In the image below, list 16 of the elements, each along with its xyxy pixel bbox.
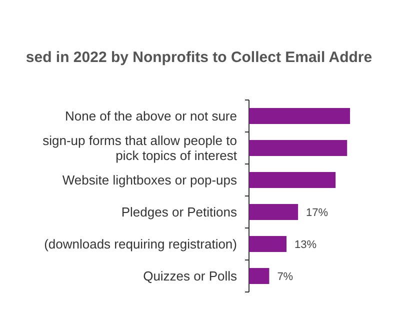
bar xyxy=(249,172,336,188)
y-tick-label: None of the above or not sure xyxy=(64,108,237,124)
y-tick-label: sign-up forms that allow people to pick topics of interest xyxy=(42,133,238,164)
chart-title: sed in 2022 by Nonprofits to Collect Email Addre xyxy=(26,49,372,66)
y-tick-label: Pledges or Petitions xyxy=(121,204,238,220)
bar xyxy=(249,236,287,252)
data-label: 17% xyxy=(306,206,328,219)
data-label: 13% xyxy=(294,238,317,251)
bar xyxy=(249,140,348,156)
y-tick-label: (downloads requiring registration) xyxy=(44,236,237,252)
bar xyxy=(249,204,298,220)
y-tick-label: Quizzes or Polls xyxy=(143,268,238,284)
bar xyxy=(249,108,350,124)
bar xyxy=(249,268,270,284)
y-tick-label: Website lightboxes or pop-ups xyxy=(62,172,238,188)
data-label: 7% xyxy=(277,270,294,283)
